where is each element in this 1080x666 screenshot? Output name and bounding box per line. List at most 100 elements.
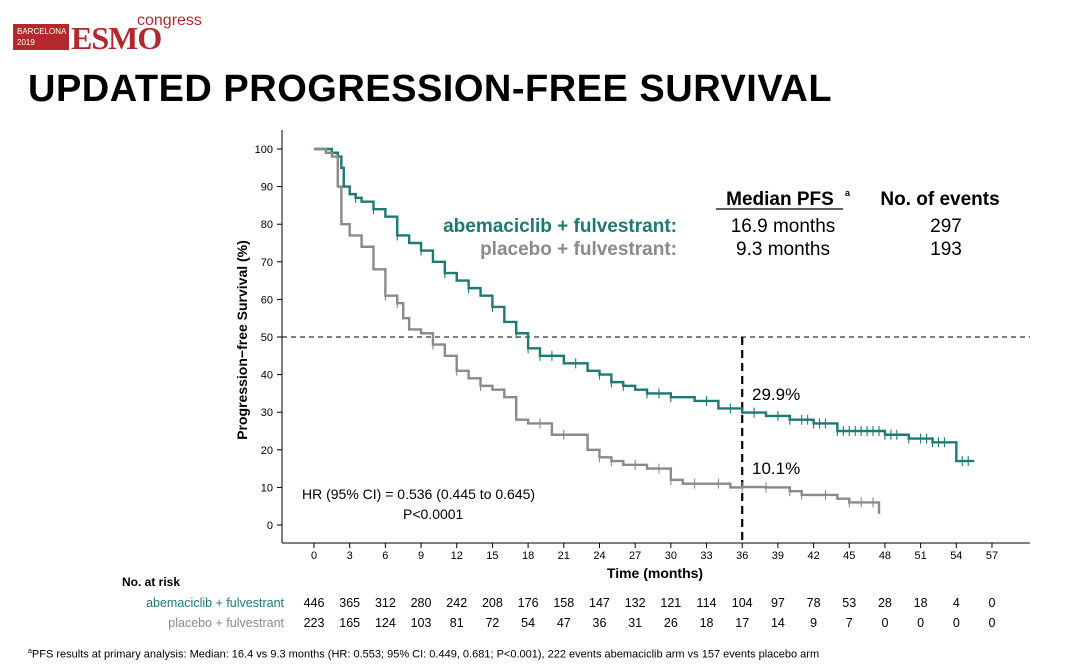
at-risk-row-name: placebo + fulvestrant (168, 616, 284, 630)
x-tick-label: 12 (451, 550, 463, 562)
at-risk-value: 121 (660, 596, 681, 610)
at-risk-value: 124 (375, 616, 396, 630)
y-tick-label: 60 (261, 294, 273, 306)
hazard-ratio-text: HR (95% CI) = 0.536 (0.445 to 0.645) (302, 486, 535, 502)
footnote: aPFS results at primary analysis: Median… (28, 648, 819, 661)
legend-series-name: placebo + fulvestrant: (480, 239, 677, 260)
y-tick-label: 70 (261, 257, 273, 269)
x-tick-label: 3 (347, 550, 353, 562)
at-risk-value: 7 (846, 616, 853, 630)
at-risk-value: 4 (953, 596, 960, 610)
footnote-text: PFS results at primary analysis: Median:… (31, 648, 820, 661)
y-tick-label: 90 (261, 182, 273, 194)
legend-header-events: No. of events (880, 189, 999, 210)
at-risk-label: No. at risk (122, 575, 180, 589)
x-tick-label: 18 (522, 550, 534, 562)
at-risk-value: 9 (810, 616, 817, 630)
x-tick-label: 42 (807, 550, 819, 562)
x-tick-label: 21 (558, 550, 570, 562)
x-axis-label: Time (months) (607, 565, 703, 581)
y-tick-label: 100 (255, 144, 273, 156)
at-risk-value: 72 (485, 616, 499, 630)
at-risk-row-name: abemaciclib + fulvestrant (146, 596, 284, 610)
at-risk-value: 81 (450, 616, 464, 630)
at-risk-value: 97 (771, 596, 785, 610)
at-risk-value: 446 (304, 596, 325, 610)
legend-header-sup: a (845, 188, 851, 198)
at-risk-value: 208 (482, 596, 503, 610)
at-risk-value: 53 (842, 596, 856, 610)
esmo-logo: BARCELONA 2019 ESMO congress (13, 12, 203, 56)
at-risk-value: 132 (625, 596, 646, 610)
logo-brand: ESMO (71, 20, 162, 56)
y-axis-label: Progression−free Survival (%) (234, 240, 250, 440)
at-risk-value: 365 (339, 596, 360, 610)
x-tick-label: 45 (843, 550, 855, 562)
logo-city-box: BARCELONA 2019 (13, 24, 69, 50)
annotation-placebo-36: 10.1% (752, 459, 800, 478)
y-tick-label: 80 (261, 219, 273, 231)
y-tick-label: 20 (261, 445, 273, 457)
at-risk-value: 26 (664, 616, 678, 630)
at-risk-value: 114 (697, 596, 717, 610)
x-tick-label: 15 (486, 550, 498, 562)
x-tick-label: 48 (879, 550, 891, 562)
logo-year: 2019 (17, 38, 35, 47)
legend-header-median: Median PFS (726, 189, 834, 210)
at-risk-value: 78 (807, 596, 821, 610)
at-risk-value: 14 (771, 616, 785, 630)
at-risk-value: 0 (953, 616, 960, 630)
x-tick-label: 51 (915, 550, 927, 562)
series-line-abemaciclib (314, 147, 975, 463)
at-risk-value: 0 (917, 616, 924, 630)
footnote-sup: a (28, 648, 32, 655)
at-risk-value: 36 (593, 616, 607, 630)
legend-median-value: 16.9 months (731, 216, 836, 237)
x-tick-label: 30 (665, 550, 677, 562)
series-line-placebo (314, 147, 881, 514)
at-risk-value: 47 (557, 616, 571, 630)
annotation-abema-36: 29.9% (752, 385, 800, 404)
at-risk-value: 176 (518, 596, 539, 610)
at-risk-value: 165 (339, 616, 360, 630)
at-risk-value: 242 (446, 596, 467, 610)
at-risk-value: 103 (411, 616, 432, 630)
p-value-text: P<0.0001 (403, 506, 464, 522)
x-tick-label: 57 (986, 550, 998, 562)
at-risk-value: 28 (878, 596, 892, 610)
legend-median-value: 9.3 months (736, 239, 830, 260)
y-tick-label: 0 (267, 520, 273, 532)
at-risk-value: 104 (732, 596, 753, 610)
x-tick-label: 27 (629, 550, 641, 562)
y-tick-label: 10 (261, 482, 273, 494)
at-risk-value: 0 (989, 616, 996, 630)
at-risk-value: 54 (521, 616, 535, 630)
at-risk-value: 18 (700, 616, 714, 630)
legend-events-value: 297 (930, 216, 962, 237)
at-risk-value: 312 (375, 596, 396, 610)
logo-city: BARCELONA (17, 27, 67, 36)
at-risk-value: 158 (553, 596, 574, 610)
x-tick-label: 6 (382, 550, 388, 562)
legend-events-value: 193 (930, 239, 962, 260)
at-risk-value: 17 (735, 616, 749, 630)
x-tick-label: 33 (700, 550, 712, 562)
slide-title: UPDATED PROGRESSION-FREE SURVIVAL (28, 68, 833, 110)
x-tick-label: 0 (311, 550, 317, 562)
at-risk-value: 0 (989, 596, 996, 610)
y-tick-label: 50 (261, 332, 273, 344)
x-tick-label: 36 (736, 550, 748, 562)
x-tick-label: 54 (950, 550, 962, 562)
at-risk-value: 18 (914, 596, 928, 610)
y-tick-label: 40 (261, 370, 273, 382)
x-tick-label: 9 (418, 550, 424, 562)
at-risk-value: 147 (589, 596, 610, 610)
x-tick-label: 39 (772, 550, 784, 562)
logo-suffix: congress (137, 12, 202, 29)
at-risk-value: 31 (628, 616, 642, 630)
legend-series-name: abemaciclib + fulvestrant: (443, 216, 677, 237)
at-risk-value: 0 (881, 616, 888, 630)
at-risk-value: 223 (304, 616, 325, 630)
y-tick-label: 30 (261, 407, 273, 419)
